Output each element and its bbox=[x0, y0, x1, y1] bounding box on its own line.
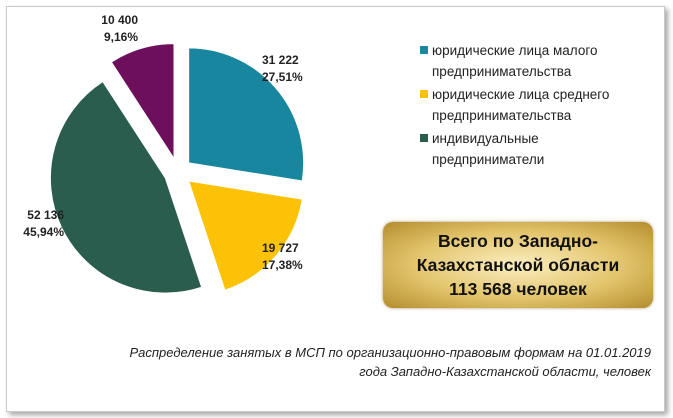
pie-slice-small-legal bbox=[188, 47, 305, 182]
chart-legend: юридические лица малого предпринимательс… bbox=[420, 40, 650, 172]
data-label-percent: 9,16% bbox=[103, 30, 138, 44]
data-label-percent: 45,94% bbox=[23, 225, 64, 239]
data-label-value: 52 136 bbox=[27, 208, 64, 222]
data-label-percent: 17,38% bbox=[262, 258, 303, 272]
legend-item-individual: индивидуальные предприниматели bbox=[420, 128, 650, 170]
data-label-other: 10 400 9,16% bbox=[78, 12, 138, 46]
data-label-value: 19 727 bbox=[262, 241, 299, 255]
legend-swatch bbox=[420, 134, 428, 142]
caption-line-1: Распределение занятых в МСП по организац… bbox=[129, 345, 651, 360]
data-label-value: 31 222 bbox=[262, 53, 299, 67]
total-box: Всего по Западно- Казахстанской области … bbox=[383, 222, 653, 308]
legend-swatch bbox=[420, 46, 428, 54]
legend-swatch bbox=[420, 90, 428, 98]
legend-label: индивидуальные предприниматели bbox=[432, 131, 545, 167]
legend-item-small-legal: юридические лица малого предпринимательс… bbox=[420, 40, 650, 82]
legend-label: юридические лица среднего предпринимател… bbox=[432, 87, 610, 123]
data-label-value: 10 400 bbox=[101, 13, 138, 27]
pie-slice-medium-legal bbox=[187, 180, 303, 291]
data-label-small-legal: 31 222 27,51% bbox=[262, 52, 303, 86]
data-label-medium-legal: 19 727 17,38% bbox=[262, 240, 303, 274]
chart-caption: Распределение занятых в МСП по организац… bbox=[51, 343, 651, 381]
pie-slice-other bbox=[110, 43, 175, 161]
total-line-1: Всего по Западно- bbox=[437, 231, 599, 251]
pie-slice-individual bbox=[49, 80, 203, 294]
caption-line-2: года Западно-Казахстанской области, чело… bbox=[359, 364, 651, 379]
legend-label: юридические лица малого предпринимательс… bbox=[432, 43, 598, 79]
total-line-3: 113 568 человек bbox=[449, 279, 587, 299]
legend-item-medium-legal: юридические лица среднего предпринимател… bbox=[420, 84, 650, 126]
total-line-2: Казахстанской области bbox=[416, 255, 620, 275]
data-label-individual: 52 136 45,94% bbox=[12, 207, 64, 241]
data-label-percent: 27,51% bbox=[262, 70, 303, 84]
